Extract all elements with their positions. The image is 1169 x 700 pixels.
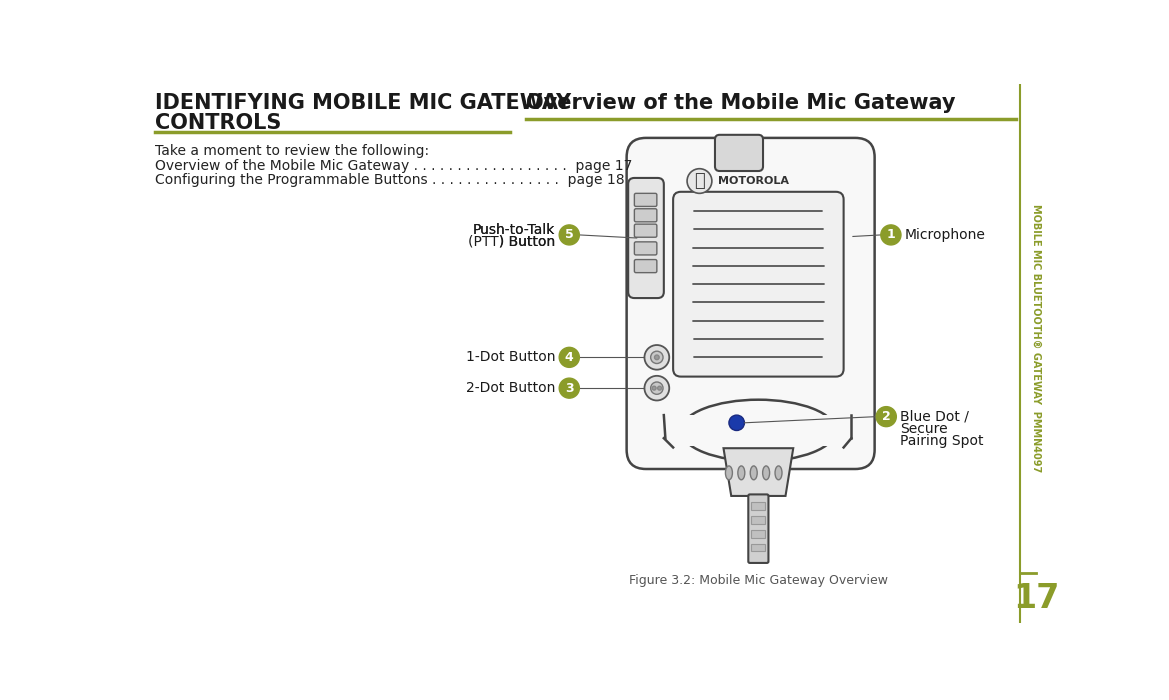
Text: Microphone: Microphone bbox=[905, 228, 985, 242]
Text: Push-to-Talk: Push-to-Talk bbox=[473, 223, 555, 237]
Text: 2-Dot Button: 2-Dot Button bbox=[466, 381, 555, 395]
FancyBboxPatch shape bbox=[628, 178, 664, 298]
Text: 3: 3 bbox=[565, 382, 574, 395]
Text: ) Button: ) Button bbox=[499, 235, 555, 249]
Circle shape bbox=[651, 351, 663, 363]
Ellipse shape bbox=[680, 400, 836, 461]
Text: Push-to-Talk: Push-to-Talk bbox=[473, 223, 555, 237]
FancyBboxPatch shape bbox=[673, 192, 844, 377]
Circle shape bbox=[559, 347, 580, 368]
Circle shape bbox=[877, 407, 897, 426]
Circle shape bbox=[559, 378, 580, 398]
Circle shape bbox=[559, 225, 580, 245]
Polygon shape bbox=[724, 448, 794, 496]
Ellipse shape bbox=[762, 466, 769, 480]
Text: Take a moment to review the following:: Take a moment to review the following: bbox=[155, 144, 429, 158]
FancyBboxPatch shape bbox=[635, 260, 657, 272]
FancyBboxPatch shape bbox=[715, 135, 763, 171]
Circle shape bbox=[729, 415, 745, 430]
Circle shape bbox=[658, 386, 662, 390]
FancyBboxPatch shape bbox=[635, 242, 657, 255]
Text: Overview of the Mobile Mic Gateway: Overview of the Mobile Mic Gateway bbox=[526, 93, 955, 113]
Text: Pairing Spot: Pairing Spot bbox=[900, 434, 983, 448]
Text: Blue Dot /: Blue Dot / bbox=[900, 410, 969, 424]
Circle shape bbox=[644, 376, 669, 400]
Ellipse shape bbox=[726, 466, 733, 480]
Circle shape bbox=[687, 169, 712, 193]
Bar bbox=[752, 530, 766, 538]
FancyBboxPatch shape bbox=[748, 494, 768, 563]
Circle shape bbox=[644, 345, 669, 370]
Text: IDENTIFYING MOBILE MIC GATEWAY: IDENTIFYING MOBILE MIC GATEWAY bbox=[155, 93, 572, 113]
FancyBboxPatch shape bbox=[627, 138, 874, 469]
Ellipse shape bbox=[775, 466, 782, 480]
Text: Ⓜ: Ⓜ bbox=[694, 172, 705, 190]
Bar bbox=[752, 544, 766, 552]
Text: 4: 4 bbox=[565, 351, 574, 364]
Text: MOBILE MIC BLUETOOTH® GATEWAY  PMMN4097: MOBILE MIC BLUETOOTH® GATEWAY PMMN4097 bbox=[1031, 204, 1042, 473]
Text: Overview of the Mobile Mic Gateway . . . . . . . . . . . . . . . . . .  page 17: Overview of the Mobile Mic Gateway . . .… bbox=[155, 160, 632, 174]
Text: (​PTT​) Button: (​PTT​) Button bbox=[469, 235, 555, 249]
Ellipse shape bbox=[750, 466, 758, 480]
Text: Figure 3.2: Mobile Mic Gateway Overview: Figure 3.2: Mobile Mic Gateway Overview bbox=[629, 574, 888, 587]
Circle shape bbox=[652, 386, 656, 390]
Text: CONTROLS: CONTROLS bbox=[155, 113, 282, 133]
Bar bbox=[752, 502, 766, 510]
Circle shape bbox=[880, 225, 901, 245]
Ellipse shape bbox=[738, 466, 745, 480]
Text: 1: 1 bbox=[886, 228, 895, 242]
Text: MOTOROLA: MOTOROLA bbox=[718, 176, 789, 186]
FancyBboxPatch shape bbox=[635, 224, 657, 237]
Bar bbox=[752, 516, 766, 524]
Bar bbox=[665, 415, 851, 446]
Text: 17: 17 bbox=[1014, 582, 1059, 615]
FancyBboxPatch shape bbox=[635, 193, 657, 206]
FancyBboxPatch shape bbox=[635, 209, 657, 222]
Text: 5: 5 bbox=[565, 228, 574, 242]
Text: 1-Dot Button: 1-Dot Button bbox=[465, 351, 555, 364]
Circle shape bbox=[655, 355, 659, 360]
Text: Secure: Secure bbox=[900, 422, 948, 436]
Circle shape bbox=[651, 382, 663, 394]
Text: Configuring the Programmable Buttons . . . . . . . . . . . . . . .  page 18: Configuring the Programmable Buttons . .… bbox=[155, 172, 625, 186]
Text: 2: 2 bbox=[881, 410, 891, 423]
